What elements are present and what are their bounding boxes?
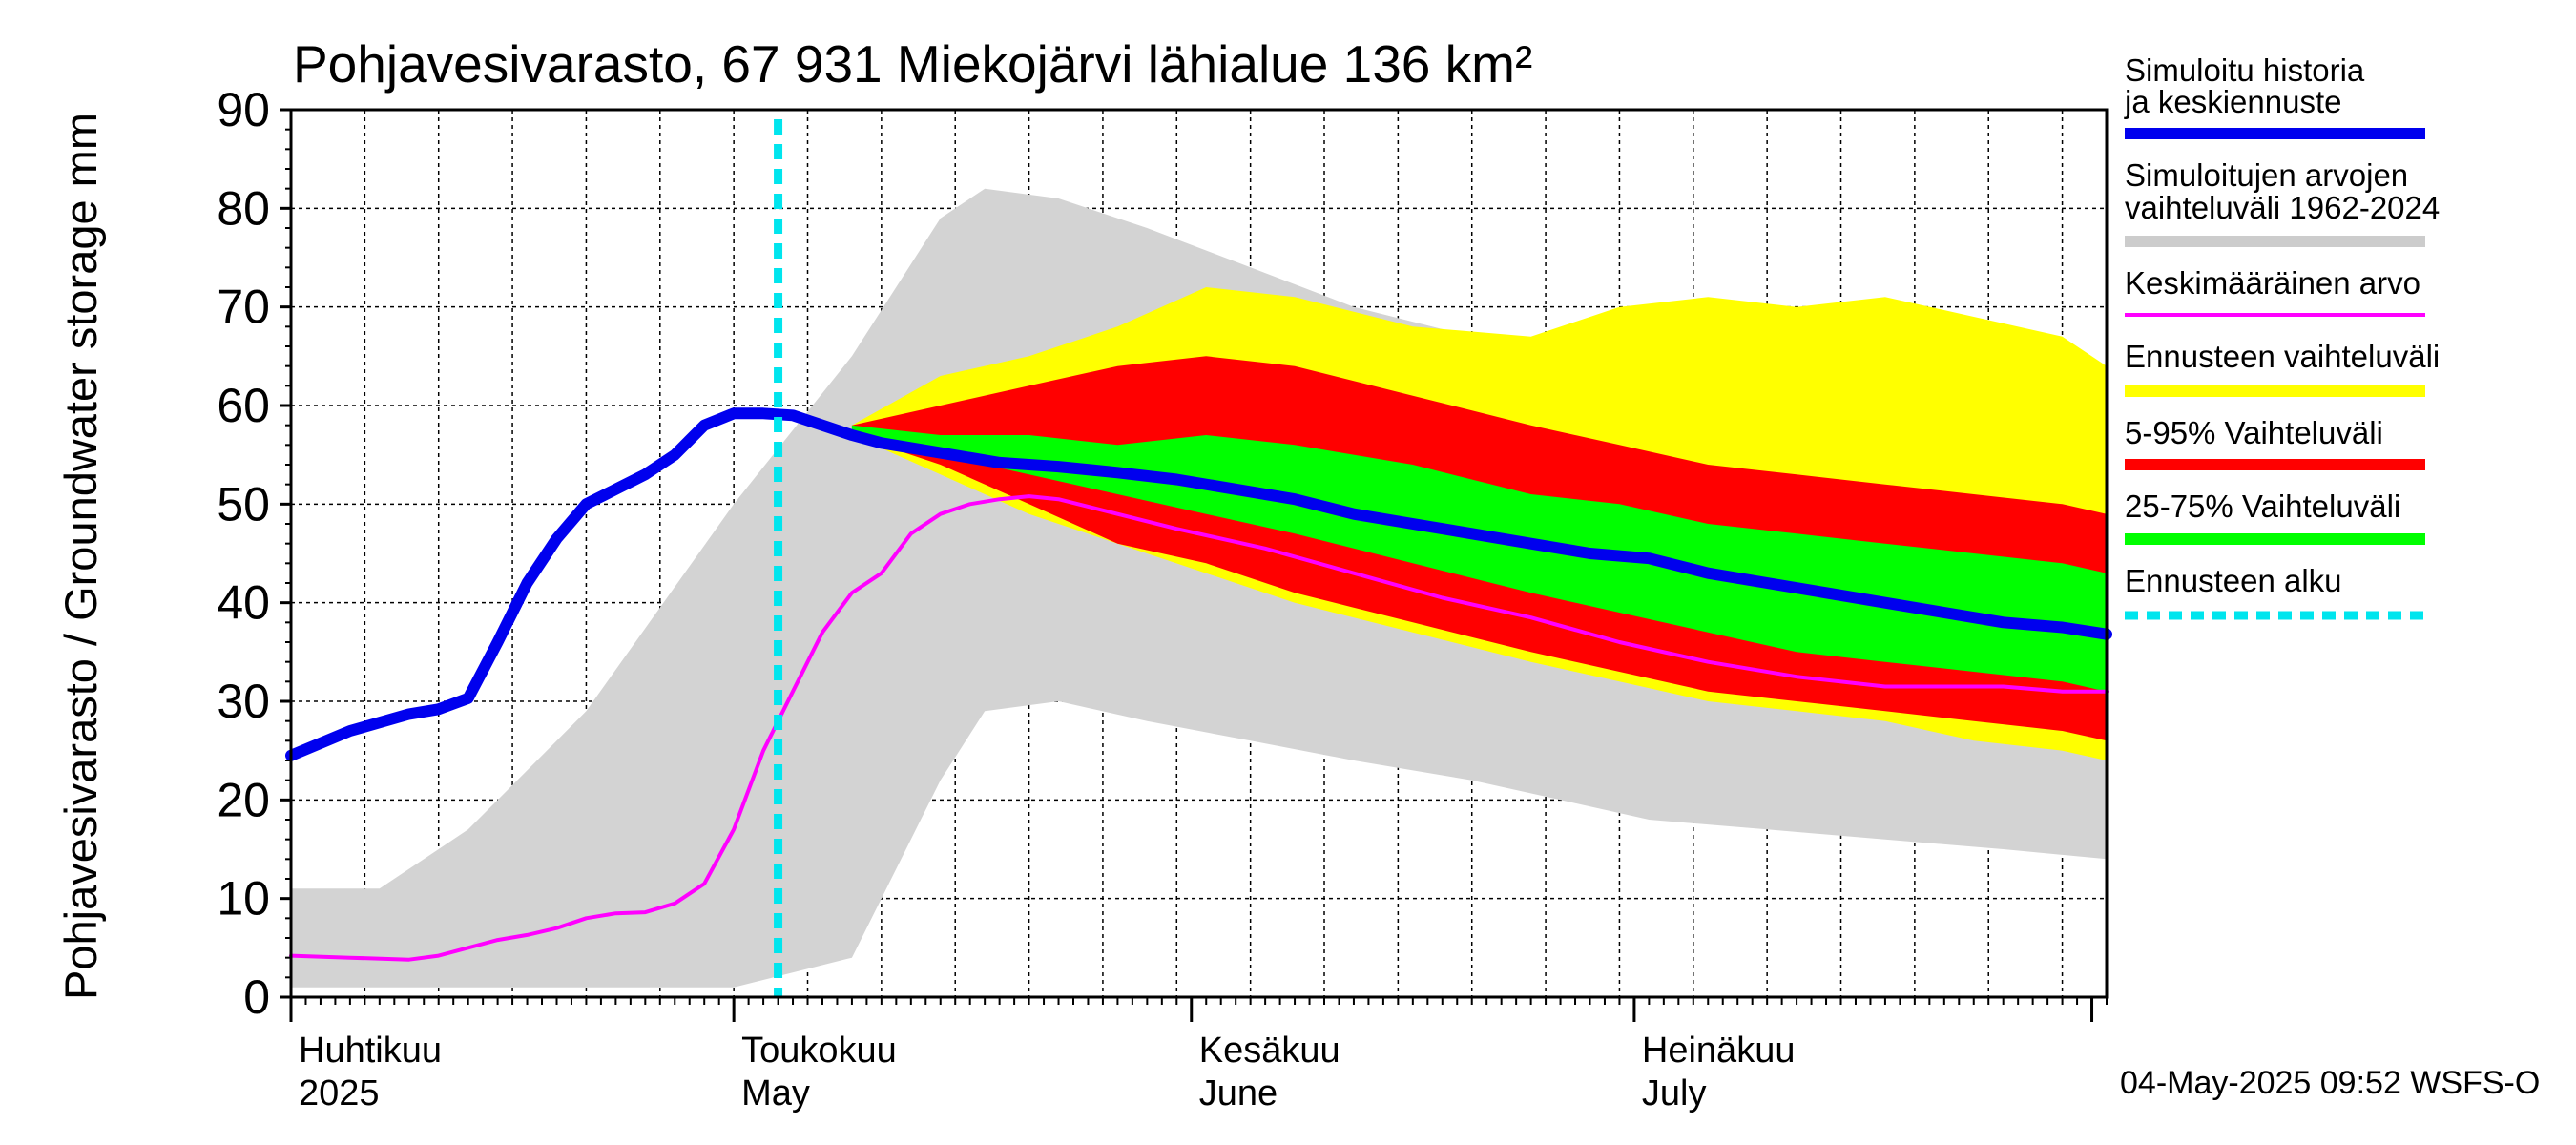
y-tick-label: 20 — [217, 773, 270, 826]
legend-label: 5-95% Vaihteluväli — [2125, 415, 2383, 450]
legend-item: Keskimääräinen arvo — [2125, 265, 2425, 317]
y-tick-label: 80 — [217, 181, 270, 235]
y-tick-label: 50 — [217, 477, 270, 531]
series-lines — [285, 119, 2112, 997]
band-25-75-vaihteluv-li — [851, 425, 2107, 692]
y-axis: 0 10 20 30 40 50 60 70 80 90 — [217, 83, 291, 1024]
legend-label: Keskimääräinen arvo — [2125, 265, 2420, 301]
legend: Simuloitu historia ja keskiennuste Simuloi… — [2124, 52, 2440, 620]
legend-label: Simuloitujen arvojen vaihteluväli 1962-20… — [2125, 157, 2440, 225]
legend-label: Simuloitu historia ja keskiennuste — [2124, 52, 2365, 119]
plot-frame — [289, 108, 2109, 999]
x-month-label-secondary: 2025 — [299, 1073, 380, 1114]
y-tick-label: 70 — [217, 281, 270, 334]
y-tick-label: 60 — [217, 379, 270, 432]
legend-label: Ennusteen alku — [2125, 563, 2342, 598]
legend-item: 5-95% Vaihteluväli — [2125, 415, 2425, 470]
legend-item: Simuloitu historia ja keskiennuste — [2124, 52, 2425, 139]
legend-item: Simuloitujen arvojen vaihteluväli 1962-20… — [2125, 157, 2440, 247]
x-month-label-secondary: June — [1199, 1073, 1278, 1114]
legend-label: Ennusteen vaihteluväli — [2125, 339, 2440, 374]
y-tick-label: 90 — [217, 83, 270, 136]
bands — [291, 188, 2107, 988]
y-axis-label: Pohjavesivarasto / Groundwater storage m… — [55, 113, 106, 1000]
footer-timestamp: 04-May-2025 09:52 WSFS-O — [2120, 1065, 2540, 1101]
y-tick-label: 30 — [217, 675, 270, 728]
line-keskim-r-inen-arvo — [289, 494, 2109, 962]
x-month-label-secondary: May — [741, 1073, 810, 1114]
y-tick-label: 10 — [217, 872, 270, 926]
legend-item: Ennusteen alku — [2125, 563, 2425, 620]
y-tick-label: 0 — [243, 970, 270, 1024]
x-month-label: Huhtikuu — [299, 1030, 442, 1071]
x-month-label-secondary: July — [1642, 1073, 1707, 1114]
x-month-label: Heinäkuu — [1642, 1030, 1796, 1071]
x-month-label: Kesäkuu — [1199, 1030, 1340, 1071]
chart-title: Pohjavesivarasto, 67 931 Miekojärvi lähi… — [293, 34, 1532, 94]
legend-label: 25-75% Vaihteluväli — [2125, 489, 2400, 524]
line-simuloitu-historia-ja-keskiennuste — [285, 407, 2112, 761]
x-month-label: Toukokuu — [741, 1030, 897, 1071]
legend-item: 25-75% Vaihteluväli — [2125, 489, 2425, 545]
y-tick-label: 40 — [217, 576, 270, 630]
legend-item: Ennusteen vaihteluväli — [2125, 339, 2440, 397]
